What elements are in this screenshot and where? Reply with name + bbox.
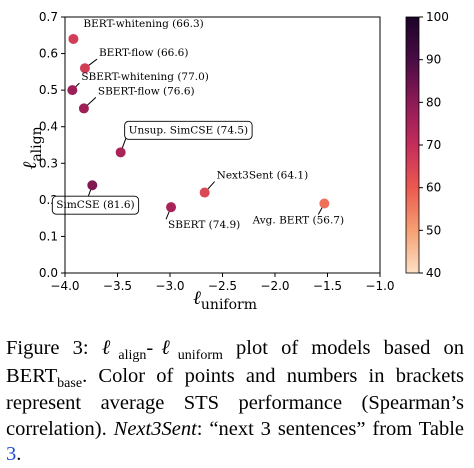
colorbar-tick-label: 80 xyxy=(426,95,441,109)
x-tick-label: −1.0 xyxy=(365,279,394,293)
caption-text-3: : “next 3 sentences” from Table xyxy=(196,417,464,440)
point-label: BERT-whitening (66.3) xyxy=(83,18,203,30)
caption-table-link[interactable]: 3 xyxy=(6,443,17,465)
y-axis-label: ℓalign xyxy=(19,126,45,169)
data-point xyxy=(78,103,89,114)
data-point xyxy=(115,147,126,158)
caption-dash: - xyxy=(146,337,154,359)
point-labels: BERT-whitening (66.3) BERT-flow (66.6) SBE… xyxy=(51,18,345,231)
label-box xyxy=(51,195,140,215)
y-tick-label: 0.4 xyxy=(39,120,58,134)
point-label: SBERT-whitening (77.0) xyxy=(81,71,209,83)
caption-l-uniform: ℓuniform xyxy=(153,337,223,363)
y-tick-label: 0.1 xyxy=(39,229,58,243)
chart-figure: −4.0 −3.5 −3.0 −2.5 −2.0 −1.5 −1.0 0.00.10.20.… xyxy=(19,10,449,313)
caption-figure-label: Figure 3: xyxy=(6,337,89,359)
plot-frame xyxy=(64,16,381,274)
caption-next3sent: Next3Sent xyxy=(113,417,197,440)
colorbar-tick-label: 40 xyxy=(426,266,441,280)
x-tick-label: −4.0 xyxy=(50,279,79,293)
y-tick-label: 0.6 xyxy=(39,47,58,61)
point-label: Next3Sent (64.1) xyxy=(217,170,309,182)
y-axis-label-main: ℓ xyxy=(19,162,41,170)
data-point xyxy=(166,202,177,213)
x-axis-label-sub: uniform xyxy=(201,297,257,313)
caption-text-1: plot of models based on BERT xyxy=(6,337,465,387)
x-axis-ticks: −4.0 −3.5 −3.0 −2.5 −2.0 −1.5 −1.0 xyxy=(50,273,395,293)
x-tick-label: −3.0 xyxy=(155,279,184,293)
y-tick-label: 0.7 xyxy=(39,10,58,24)
colorbar-tick-label: 60 xyxy=(426,181,441,195)
x-axis-label-main: ℓ xyxy=(193,287,201,309)
colorbar-ticks: 40 50 60 70 80 90 100 xyxy=(419,10,449,280)
colorbar-tick-label: 90 xyxy=(426,53,441,67)
figure-caption: Figure 3: ℓalign-ℓuniform plot of models… xyxy=(6,336,464,468)
caption-l-align: ℓalign xyxy=(101,337,147,363)
data-point xyxy=(319,198,330,209)
y-tick-label: 0.5 xyxy=(39,83,58,97)
caption-bert-sub: base xyxy=(57,375,83,391)
label-box xyxy=(124,120,253,140)
data-point xyxy=(79,63,90,74)
colorbar-tick-label: 100 xyxy=(426,10,449,24)
data-point xyxy=(199,187,210,198)
x-tick-label: −2.0 xyxy=(260,279,289,293)
point-label: Unsup. SimCSE (74.5) xyxy=(129,124,248,136)
colorbar-tick-label: 70 xyxy=(426,138,441,152)
x-tick-label: −2.5 xyxy=(208,279,237,293)
x-tick-label: −3.5 xyxy=(103,279,132,293)
x-axis-label: ℓuniform xyxy=(193,287,257,313)
colorbar-tick-label: 50 xyxy=(426,223,441,237)
point-label: Avg. BERT (56.7) xyxy=(252,215,345,227)
colorbar xyxy=(405,16,420,274)
x-tick-label: −1.5 xyxy=(313,279,342,293)
caption-text-2: . Color of points and numbers in bracket… xyxy=(6,364,464,440)
point-label: SBERT-flow (76.6) xyxy=(98,85,195,97)
y-axis-label-sub: align xyxy=(29,126,45,161)
data-point xyxy=(68,33,79,44)
data-point xyxy=(87,180,98,191)
data-point xyxy=(67,85,78,96)
y-tick-label: 0.3 xyxy=(39,156,58,170)
data-points xyxy=(67,33,330,213)
caption-text-4: . xyxy=(16,443,22,465)
point-label: SBERT (74.9) xyxy=(168,219,240,231)
point-label: SimCSE (81.6) xyxy=(56,199,134,211)
point-label: BERT-flow (66.6) xyxy=(99,47,189,59)
y-tick-label: 0.0 xyxy=(39,266,58,280)
